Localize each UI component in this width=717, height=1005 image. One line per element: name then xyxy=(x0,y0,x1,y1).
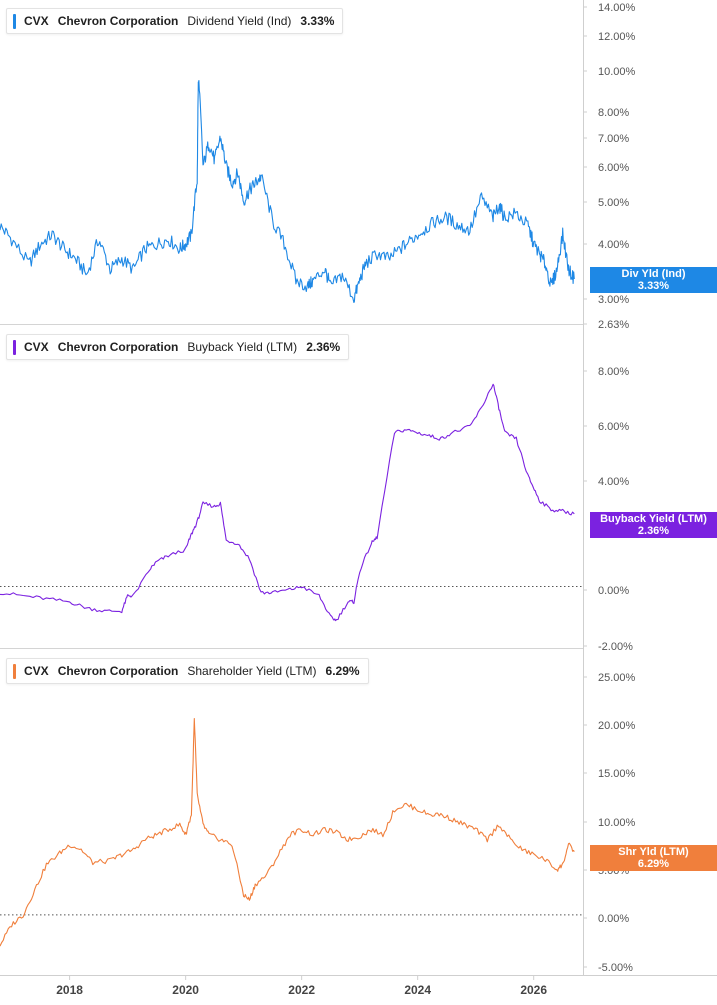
legend-company: Chevron Corporation xyxy=(57,664,179,678)
legend-value: 6.29% xyxy=(325,664,360,678)
y-tick-label: 4.00% xyxy=(598,476,629,488)
y-tick-label: 0.00% xyxy=(598,585,629,597)
y-tick-label: 4.00% xyxy=(598,239,629,251)
x-tick-label: 2022 xyxy=(288,983,315,997)
y-tick-label: 12.00% xyxy=(598,31,636,43)
y-tick-label: 5.00% xyxy=(598,197,629,209)
y-tick-label: 25.00% xyxy=(598,672,636,684)
y-tick-label: -5.00% xyxy=(598,962,633,974)
y-tick-label: -2.00% xyxy=(598,641,633,653)
legend-metric: Dividend Yield (Ind) xyxy=(187,14,292,28)
legend-company: Chevron Corporation xyxy=(57,340,179,354)
legend-swatch xyxy=(13,13,16,29)
y-tick-label: 0.00% xyxy=(598,913,629,925)
badge-value: 3.33% xyxy=(637,280,670,292)
legend-swatch xyxy=(13,339,16,355)
legend-dividend-yield: CVX Chevron Corporation Dividend Yield (… xyxy=(6,8,344,34)
value-badge-shareholder-yield: Shr Yld (LTM) 6.29% xyxy=(590,845,717,871)
y-tick-label: 6.00% xyxy=(598,421,629,433)
legend-ticker: CVX xyxy=(24,340,49,354)
value-badge-dividend-yield: Div Yld (Ind) 3.33% xyxy=(590,267,717,293)
series-line xyxy=(0,80,575,304)
y-tick-label: 15.00% xyxy=(598,768,636,780)
legend-ticker: CVX xyxy=(24,664,49,678)
x-tick-label: 2018 xyxy=(56,983,83,997)
legend-ticker: CVX xyxy=(24,14,49,28)
y-tick-label: 10.00% xyxy=(598,66,636,78)
legend-metric: Buyback Yield (LTM) xyxy=(187,340,298,354)
y-tick-label: 2.63% xyxy=(598,319,629,331)
value-badge-buyback-yield: Buyback Yield (LTM) 2.36% xyxy=(590,512,717,538)
legend-value: 2.36% xyxy=(306,340,341,354)
y-tick-label: 20.00% xyxy=(598,720,636,732)
y-tick-label: 7.00% xyxy=(598,133,629,145)
badge-value: 6.29% xyxy=(637,858,670,870)
badge-label: Buyback Yield (LTM) xyxy=(600,513,707,525)
legend-company: Chevron Corporation xyxy=(57,14,179,28)
y-tick-label: 14.00% xyxy=(598,2,636,14)
legend-swatch xyxy=(13,663,16,679)
x-tick-label: 2020 xyxy=(172,983,199,997)
x-tick-label: 2026 xyxy=(520,983,547,997)
series-line xyxy=(0,383,575,622)
badge-label: Shr Yld (LTM) xyxy=(618,846,689,858)
x-tick-label: 2024 xyxy=(404,983,431,997)
legend-metric: Shareholder Yield (LTM) xyxy=(187,664,317,678)
legend-buyback-yield: CVX Chevron Corporation Buyback Yield (L… xyxy=(6,334,350,360)
y-tick-label: 3.00% xyxy=(598,294,629,306)
series-line xyxy=(0,718,575,947)
y-tick-label: 10.00% xyxy=(598,817,636,829)
badge-value: 2.36% xyxy=(637,525,670,537)
badge-label: Div Yld (Ind) xyxy=(621,268,686,280)
y-tick-label: 8.00% xyxy=(598,366,629,378)
legend-value: 3.33% xyxy=(300,14,335,28)
legend-shareholder-yield: CVX Chevron Corporation Shareholder Yiel… xyxy=(6,658,369,684)
y-tick-label: 6.00% xyxy=(598,162,629,174)
y-tick-label: 8.00% xyxy=(598,107,629,119)
